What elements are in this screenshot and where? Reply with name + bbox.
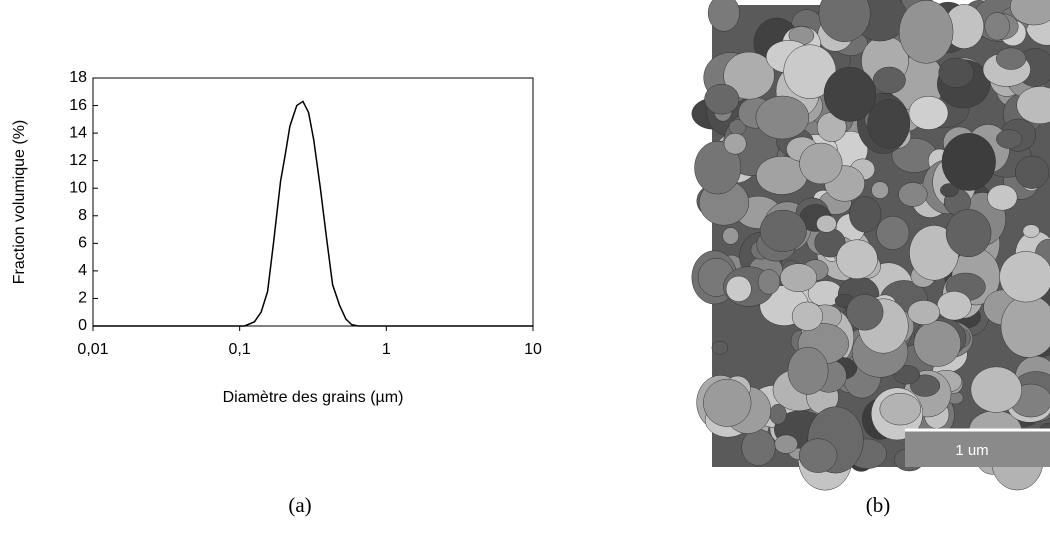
grain xyxy=(936,291,972,321)
plot-frame xyxy=(92,77,534,327)
grain xyxy=(725,275,752,302)
grain xyxy=(1010,0,1050,26)
grain xyxy=(849,196,882,233)
y-tick-label: 2 xyxy=(78,290,87,307)
grain xyxy=(908,95,949,130)
grain xyxy=(999,251,1050,303)
grain xyxy=(799,142,843,185)
grain xyxy=(938,57,975,88)
grain xyxy=(984,12,1010,41)
grain xyxy=(1015,155,1050,189)
grain xyxy=(704,83,740,115)
grain xyxy=(913,320,962,367)
y-tick-label: 10 xyxy=(69,179,87,196)
grain xyxy=(769,404,787,425)
y-tick-label: 6 xyxy=(78,235,87,252)
grain xyxy=(787,346,829,395)
x-tick-label: 0,01 xyxy=(77,341,108,358)
grain xyxy=(898,0,954,64)
y-tick-label: 4 xyxy=(78,262,87,279)
grain xyxy=(703,378,752,427)
grain xyxy=(759,209,807,252)
y-axis-label: Fraction volumique (%) xyxy=(11,120,28,285)
scale-box xyxy=(905,430,1050,467)
y-tick-label: 8 xyxy=(78,207,87,224)
grain xyxy=(722,227,739,245)
grain xyxy=(816,214,837,233)
grain xyxy=(1022,224,1040,238)
grain xyxy=(876,215,910,250)
grain xyxy=(1016,86,1050,125)
grain xyxy=(723,51,775,100)
grain xyxy=(846,294,884,331)
grain xyxy=(970,366,1023,413)
grain xyxy=(987,184,1018,211)
y-tick-label: 16 xyxy=(69,97,87,114)
x-tick-label: 0,1 xyxy=(229,341,251,358)
x-axis-label: Diamètre des grains (µm) xyxy=(223,389,404,406)
caption: (a) xyxy=(288,493,311,517)
grain xyxy=(711,340,729,355)
grain xyxy=(818,0,871,43)
grain xyxy=(945,209,992,258)
grain xyxy=(694,141,742,195)
grain xyxy=(779,263,818,292)
grain xyxy=(867,99,911,149)
x-tick-label: 10 xyxy=(524,341,542,358)
grain xyxy=(836,239,878,280)
grain xyxy=(940,183,959,198)
y-tick-label: 0 xyxy=(78,317,87,334)
x-tick-label: 1 xyxy=(382,341,391,358)
data-line xyxy=(93,100,533,327)
y-tick-label: 12 xyxy=(69,152,87,169)
grain xyxy=(798,438,838,473)
grain xyxy=(774,434,798,454)
grain xyxy=(823,66,877,122)
caption: (b) xyxy=(866,493,891,517)
y-tick-label: 18 xyxy=(69,69,87,86)
grain xyxy=(995,47,1027,70)
grain xyxy=(755,95,810,140)
grain xyxy=(757,269,781,295)
grain xyxy=(907,300,941,325)
y-tick-label: 14 xyxy=(69,124,87,141)
grain xyxy=(872,66,906,94)
grain xyxy=(898,182,928,207)
grain xyxy=(893,365,921,385)
grain xyxy=(723,132,747,155)
grain xyxy=(741,429,776,466)
grain xyxy=(996,129,1023,149)
grain xyxy=(791,301,823,331)
grain xyxy=(707,0,740,32)
grain xyxy=(941,133,996,191)
scale-label: 1 um xyxy=(955,442,988,459)
sem-image xyxy=(691,0,1050,491)
grain xyxy=(871,181,889,199)
grain xyxy=(879,392,922,426)
